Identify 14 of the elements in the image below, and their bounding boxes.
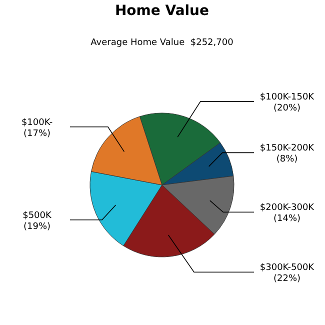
chart-subtitle: Average Home Value $252,700 [90,38,234,48]
chart-title: Home Value [114,3,210,19]
slice-label: $500K [22,210,52,221]
slice-label: $300K-500K [260,263,316,274]
slice-label: $100K-150K [260,92,316,102]
data-label: (22%) [273,274,301,284]
slice-label: $200K-300K [260,203,316,214]
data-label: (17%) [23,128,51,139]
slice-label: $100K- [21,118,53,128]
slice-label: $150K-200K [260,144,316,154]
data-label: (19%) [23,222,51,232]
data-label: (14%) [273,214,301,224]
data-label: (20%) [273,103,301,114]
data-label: (8%) [276,154,298,165]
